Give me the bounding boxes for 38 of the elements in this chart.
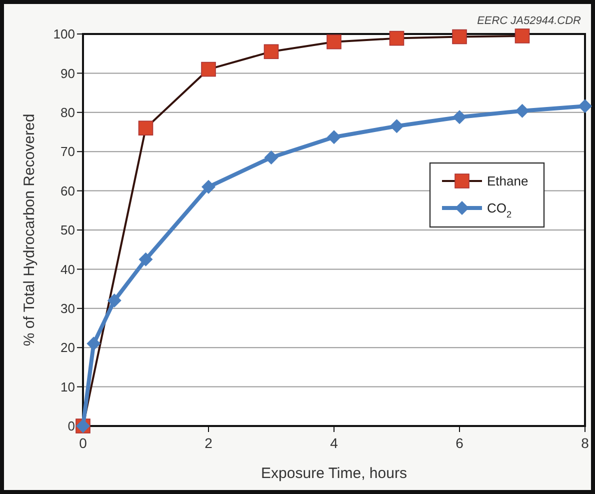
x-tick-label: 0 bbox=[79, 435, 88, 451]
y-tick-label: 90 bbox=[60, 66, 75, 81]
x-axis-title: Exposure Time, hours bbox=[261, 465, 407, 482]
point bbox=[515, 104, 530, 118]
point bbox=[86, 336, 101, 351]
point bbox=[264, 150, 278, 164]
point bbox=[389, 30, 404, 46]
text: EERC JA52944.CDR bbox=[477, 15, 582, 27]
point bbox=[264, 44, 279, 60]
y-tick-label: 10 bbox=[60, 379, 75, 394]
point bbox=[578, 99, 592, 114]
y-tick-label: 0 bbox=[68, 418, 75, 434]
y-tick-label: 30 bbox=[60, 300, 75, 316]
point bbox=[452, 29, 467, 44]
y-axis-title: % of Total Hydrocarbon Recovered bbox=[21, 114, 38, 346]
x-tick-label: 6 bbox=[456, 435, 464, 451]
x-tick-label: 8 bbox=[581, 435, 590, 451]
y-tick-label: 70 bbox=[60, 144, 75, 160]
point bbox=[452, 110, 466, 124]
point bbox=[138, 120, 154, 136]
point bbox=[390, 119, 404, 134]
x-tick-label: 4 bbox=[330, 435, 338, 451]
point bbox=[201, 62, 216, 77]
y-tick-label: 80 bbox=[60, 104, 75, 120]
y-tick-label: 20 bbox=[60, 340, 75, 356]
legend-label: Ethane bbox=[487, 174, 528, 189]
point bbox=[202, 180, 216, 194]
legend-label: CO$_{2}$ bbox=[487, 200, 512, 220]
point bbox=[514, 28, 530, 44]
point bbox=[327, 130, 341, 144]
point bbox=[326, 34, 342, 50]
y-tick-label: 60 bbox=[60, 183, 75, 198]
point bbox=[138, 252, 153, 266]
y-tick-label: 50 bbox=[60, 222, 75, 238]
point bbox=[107, 294, 122, 308]
y-tick-label: 100 bbox=[53, 26, 75, 42]
y-tick-label: 40 bbox=[60, 262, 75, 277]
x-tick-label: 2 bbox=[204, 435, 213, 451]
